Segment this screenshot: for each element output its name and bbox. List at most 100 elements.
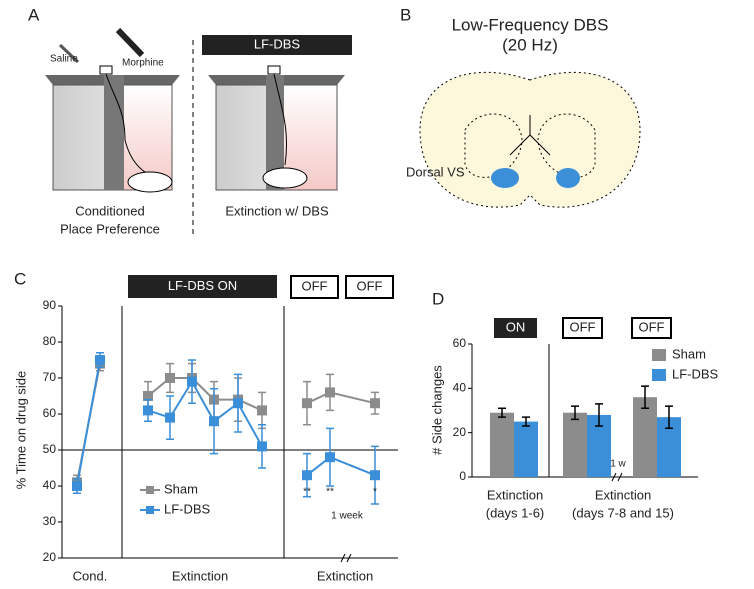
cage-left — [45, 27, 180, 193]
axis-break — [611, 472, 623, 482]
electrode — [509, 115, 551, 156]
y-axis-label: # Side changes — [429, 365, 444, 455]
stimulation-site — [491, 168, 519, 188]
error-bar — [641, 385, 649, 410]
on-box — [494, 318, 537, 338]
series-line — [76, 359, 101, 487]
x-group-label: Extinction — [595, 487, 651, 502]
y-tick-label: 60 — [43, 406, 57, 420]
off-box — [562, 317, 603, 339]
point — [72, 481, 82, 491]
off-label: OFF — [570, 319, 596, 334]
x-group-label: (days 1-6) — [171, 586, 230, 589]
caption: Extinction w/ DBS — [225, 203, 329, 218]
legend-label: LF-DBS — [164, 501, 211, 516]
saline-label: Saline — [50, 54, 78, 65]
axis-break-label: 1 w — [610, 459, 626, 470]
off-label: OFF — [302, 278, 328, 293]
y-tick-label: 20 — [43, 550, 57, 564]
axis-break-label: 1 week — [331, 511, 364, 522]
y-tick-label: 0 — [459, 469, 466, 483]
x-group-label: (days 7-8 and 15) — [572, 505, 674, 520]
x-group-label: (days 1-6) — [486, 505, 545, 520]
point — [187, 376, 197, 387]
point — [370, 470, 380, 481]
point — [165, 412, 175, 423]
y-tick-label: 30 — [43, 514, 57, 528]
y-axis-label: % Time on drug side — [13, 371, 28, 490]
x-group-label: Cond. — [73, 568, 108, 583]
point — [233, 398, 243, 409]
panel-letter: A — [28, 5, 40, 24]
region-label: Dorsal VS — [406, 164, 465, 179]
banner-label: LF-DBS — [254, 36, 301, 51]
point — [143, 391, 153, 401]
y-tick-label: 40 — [43, 478, 57, 492]
brain-section — [419, 71, 641, 208]
title: (20 Hz) — [502, 35, 558, 54]
off-label: OFF — [357, 278, 383, 293]
on-label: ON — [506, 319, 526, 334]
y-tick-label: 70 — [43, 370, 57, 384]
axis-break — [340, 553, 352, 563]
point — [143, 405, 153, 416]
y-tick-label: 60 — [453, 336, 467, 350]
off-box — [631, 317, 672, 339]
x-group-label: Extinction — [172, 568, 228, 583]
y-tick-label: 50 — [43, 442, 57, 456]
bar — [633, 397, 657, 477]
error-bar — [595, 403, 603, 427]
point — [302, 470, 312, 481]
point — [257, 405, 267, 416]
point — [325, 452, 335, 463]
title: Low-Frequency DBS — [452, 15, 609, 34]
point — [95, 355, 105, 365]
bar — [514, 421, 538, 477]
point — [165, 373, 175, 383]
panel-letter: C — [14, 269, 26, 288]
y-tick-label: 20 — [453, 425, 467, 439]
point — [257, 441, 267, 452]
significance: ** — [303, 487, 311, 498]
off-box — [290, 275, 339, 299]
series-line — [306, 456, 376, 477]
legend-label: LF-DBS — [672, 366, 719, 381]
panel-letter: B — [400, 5, 411, 24]
cage-right — [208, 65, 345, 191]
bar — [490, 412, 514, 477]
x-group-label: Extinction — [317, 568, 373, 583]
point — [209, 416, 219, 427]
series-line — [306, 391, 376, 405]
point — [325, 387, 335, 398]
legend-label: Sham — [164, 481, 198, 496]
panel-letter: D — [432, 289, 444, 308]
legend-label: Sham — [672, 346, 706, 361]
error-bar — [522, 416, 530, 427]
error-bar — [665, 405, 673, 429]
point — [370, 398, 380, 409]
on-label: LF-DBS ON — [168, 278, 237, 293]
significance: ** — [326, 487, 334, 498]
legend-swatch — [652, 369, 666, 381]
off-box — [345, 275, 394, 299]
error-bar — [498, 407, 506, 418]
error-bar — [571, 405, 579, 421]
legend-marker — [146, 506, 154, 514]
legend-marker — [146, 486, 154, 494]
significance: * — [373, 487, 377, 498]
legend-swatch — [652, 349, 666, 361]
off-label: OFF — [639, 319, 665, 334]
charts: C % Time on drug side 20 30 40 50 60 70 80 90 Cond… — [13, 269, 718, 589]
bar — [563, 412, 587, 477]
caption: Conditioned — [75, 203, 144, 218]
x-group-label: Extinction — [487, 487, 543, 502]
y-tick-label: 90 — [43, 298, 57, 312]
y-tick-label: 40 — [453, 381, 467, 395]
x-group-label: (days 7-8 and 15) — [294, 586, 396, 589]
banner — [202, 35, 352, 55]
y-tick-label: 80 — [43, 334, 57, 348]
stimulation-site — [556, 168, 580, 188]
on-box — [128, 275, 277, 298]
